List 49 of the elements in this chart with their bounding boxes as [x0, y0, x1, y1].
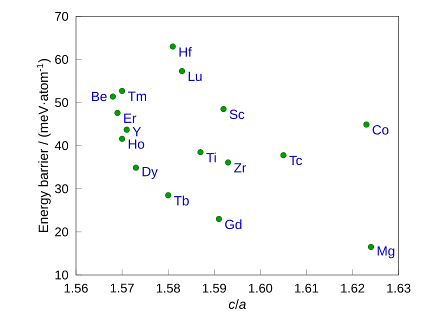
y-tick-label: 70: [55, 12, 68, 21]
point: [165, 192, 172, 198]
y-tick-label: 40: [54, 141, 68, 150]
annotation: Tm: [128, 92, 146, 101]
annotation: Co: [372, 125, 388, 135]
point: [119, 88, 126, 94]
x-axis-title: c/a: [228, 299, 246, 309]
annotation: Dy: [142, 167, 158, 179]
annotation: Ho: [128, 139, 144, 149]
x-tick-label: 1.61: [295, 284, 318, 293]
annotation: Er: [124, 114, 136, 123]
point: [363, 121, 370, 128]
point: [220, 106, 227, 112]
y-tick-label: 10: [55, 270, 68, 280]
point: [216, 216, 222, 222]
annotation: Gd: [225, 219, 242, 230]
x-tick-label: 1.59: [202, 284, 226, 293]
y-axis-title: Energy barrier / (meV·atom$^{-1}$): [36, 59, 51, 232]
x-tick-label: 1.60: [249, 284, 272, 293]
annotation: Y: [132, 127, 141, 136]
annotation: Sc: [230, 110, 244, 120]
annotation: Ti: [206, 152, 216, 162]
x-tick-label: 1.57: [110, 284, 134, 293]
y-tick-label: 30: [55, 184, 68, 194]
annotation: Zr: [234, 163, 246, 172]
point: [280, 152, 286, 158]
x-tick-label: 1.56: [64, 284, 88, 293]
annotation: Mg: [378, 246, 394, 258]
point: [197, 149, 204, 156]
point: [119, 136, 126, 142]
annotation: Tc: [289, 156, 302, 166]
point: [110, 93, 116, 100]
x-tick-label: 1.62: [341, 284, 364, 293]
y-tick-label: 50: [55, 98, 68, 108]
annotation: Tb: [174, 196, 189, 206]
point: [178, 68, 186, 74]
point: [124, 126, 130, 133]
point: [170, 43, 176, 50]
y-tick-label: 20: [55, 227, 68, 236]
annotation: Be: [92, 92, 107, 102]
point: [368, 244, 374, 250]
point: [132, 164, 139, 171]
point: [114, 110, 121, 116]
annotation: Lu: [188, 72, 202, 82]
y-tick-label: 60: [55, 54, 68, 64]
x-tick-label: 1.63: [387, 284, 410, 293]
annotation: Hf: [179, 47, 192, 57]
x-tick-label: 1.58: [156, 284, 180, 293]
point: [225, 159, 232, 166]
